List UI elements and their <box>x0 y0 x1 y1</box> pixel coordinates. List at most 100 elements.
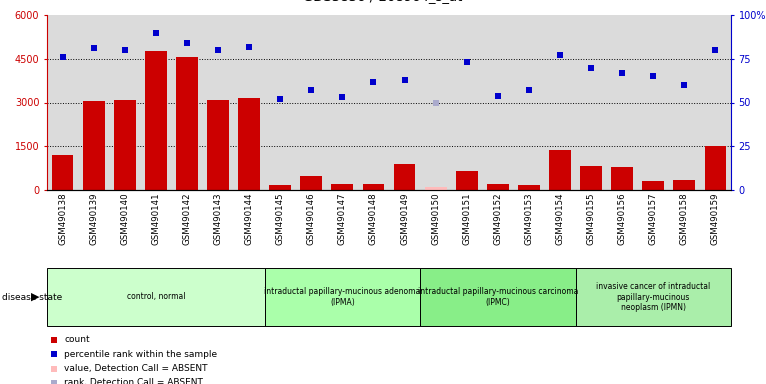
Point <box>274 96 286 102</box>
Bar <box>611 167 633 190</box>
Bar <box>358 15 389 190</box>
Point <box>647 73 660 79</box>
Bar <box>389 15 420 190</box>
Bar <box>669 15 700 190</box>
Bar <box>176 57 198 190</box>
Point <box>305 87 317 93</box>
Bar <box>638 15 669 190</box>
Text: GSM490146: GSM490146 <box>306 192 316 245</box>
Bar <box>705 146 726 190</box>
Bar <box>234 15 264 190</box>
Bar <box>362 184 385 190</box>
Bar <box>327 15 358 190</box>
Point <box>47 380 60 384</box>
Text: GSM490158: GSM490158 <box>680 192 689 245</box>
Bar <box>575 268 731 326</box>
Point <box>460 59 473 65</box>
Bar <box>202 15 234 190</box>
Text: GSM490155: GSM490155 <box>587 192 596 245</box>
Point <box>212 47 224 53</box>
Point <box>57 54 69 60</box>
Point <box>336 94 349 100</box>
Text: GSM490141: GSM490141 <box>152 192 160 245</box>
Text: GSM490152: GSM490152 <box>493 192 502 245</box>
Point <box>47 366 60 372</box>
Point <box>616 70 628 76</box>
Bar <box>451 15 483 190</box>
Text: intraductal papillary-mucinous carcinoma
(IPMC): intraductal papillary-mucinous carcinoma… <box>417 287 578 307</box>
Point <box>678 82 690 88</box>
Point <box>149 30 162 36</box>
Text: GSM490148: GSM490148 <box>369 192 378 245</box>
Bar <box>47 268 264 326</box>
Bar <box>264 15 296 190</box>
Text: GSM490140: GSM490140 <box>120 192 129 245</box>
Bar <box>394 164 415 190</box>
Bar <box>425 187 447 190</box>
Text: GSM490157: GSM490157 <box>649 192 658 245</box>
Point <box>709 47 722 53</box>
Text: ▶: ▶ <box>31 292 39 302</box>
Bar <box>264 268 420 326</box>
Text: percentile rank within the sample: percentile rank within the sample <box>64 350 218 359</box>
Bar <box>580 166 602 190</box>
Bar <box>145 51 167 190</box>
Bar <box>549 150 571 190</box>
Bar <box>420 268 575 326</box>
Bar <box>513 15 545 190</box>
Text: GSM490151: GSM490151 <box>462 192 471 245</box>
Point <box>181 40 193 46</box>
Point <box>87 45 100 51</box>
Text: GSM490145: GSM490145 <box>276 192 285 245</box>
Bar <box>425 187 447 190</box>
Text: rank, Detection Call = ABSENT: rank, Detection Call = ABSENT <box>64 378 203 384</box>
Point <box>47 351 60 357</box>
Bar <box>172 15 202 190</box>
Point <box>47 336 60 343</box>
Text: GSM490156: GSM490156 <box>617 192 627 245</box>
Bar <box>420 15 451 190</box>
Bar <box>545 15 575 190</box>
Text: GSM490139: GSM490139 <box>89 192 98 245</box>
Text: GSM490159: GSM490159 <box>711 192 720 245</box>
Point <box>119 47 131 53</box>
Point <box>522 87 535 93</box>
Bar <box>238 98 260 190</box>
Text: GSM490149: GSM490149 <box>400 192 409 245</box>
Text: GDS3836 / 208964_s_at: GDS3836 / 208964_s_at <box>303 0 463 3</box>
Bar <box>643 181 664 190</box>
Text: count: count <box>64 335 90 344</box>
Text: GSM490142: GSM490142 <box>182 192 192 245</box>
Bar <box>47 15 78 190</box>
Bar <box>78 15 110 190</box>
Bar <box>270 185 291 190</box>
Bar <box>487 184 509 190</box>
Text: disease state: disease state <box>2 293 62 301</box>
Bar <box>673 180 696 190</box>
Point <box>243 43 255 50</box>
Bar <box>332 184 353 190</box>
Text: value, Detection Call = ABSENT: value, Detection Call = ABSENT <box>64 364 208 373</box>
Text: GSM490147: GSM490147 <box>338 192 347 245</box>
Bar <box>483 15 513 190</box>
Bar <box>575 15 607 190</box>
Text: intraductal papillary-mucinous adenoma
(IPMA): intraductal papillary-mucinous adenoma (… <box>264 287 421 307</box>
Text: GSM490153: GSM490153 <box>525 192 533 245</box>
Point <box>585 65 597 71</box>
Text: GSM490143: GSM490143 <box>214 192 222 245</box>
Point <box>430 99 442 106</box>
Point <box>492 93 504 99</box>
Bar <box>300 176 322 190</box>
Bar <box>207 100 229 190</box>
Point <box>430 99 442 106</box>
Bar <box>518 185 540 190</box>
Bar <box>607 15 638 190</box>
Point <box>368 78 380 84</box>
Text: GSM490154: GSM490154 <box>555 192 565 245</box>
Text: GSM490144: GSM490144 <box>244 192 254 245</box>
Bar <box>140 15 172 190</box>
Bar <box>51 155 74 190</box>
Bar <box>83 101 104 190</box>
Point <box>554 52 566 58</box>
Bar <box>114 101 136 190</box>
